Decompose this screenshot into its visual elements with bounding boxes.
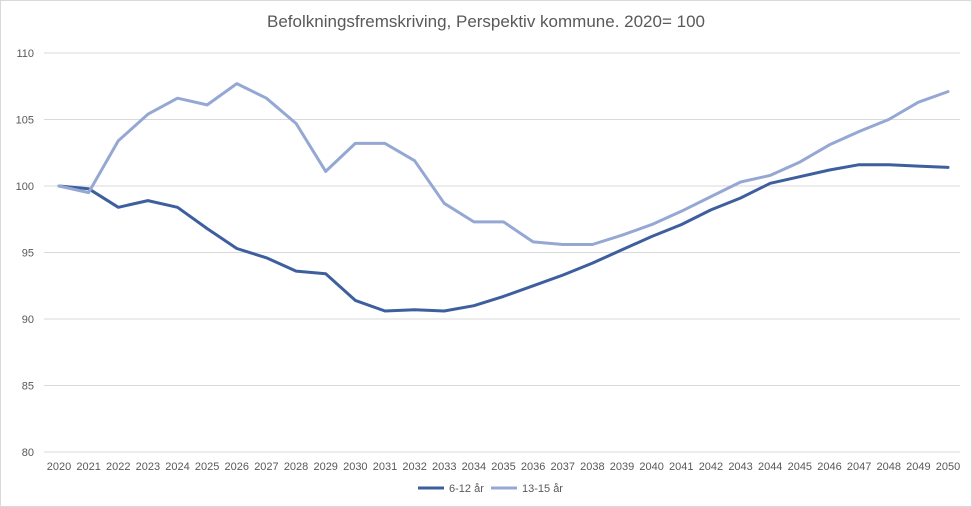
y-tick-label: 105 xyxy=(16,115,34,127)
x-tick-label: 2022 xyxy=(106,461,130,473)
x-tick-label: 2044 xyxy=(758,461,782,473)
series-line-1 xyxy=(57,163,950,313)
x-tick-label: 2024 xyxy=(165,461,189,473)
series-line-2 xyxy=(57,82,950,246)
y-tick-label: 85 xyxy=(22,381,34,393)
x-tick-label: 2036 xyxy=(521,461,545,473)
series-lines xyxy=(57,82,950,313)
y-tick-label: 110 xyxy=(16,48,34,60)
x-tick-label: 2026 xyxy=(225,461,249,473)
x-tick-label: 2042 xyxy=(699,461,723,473)
x-tick-label: 2029 xyxy=(313,461,337,473)
x-tick-label: 2035 xyxy=(491,461,515,473)
x-tick-label: 2031 xyxy=(373,461,397,473)
x-tick-label: 2049 xyxy=(906,461,930,473)
y-tick-label: 80 xyxy=(22,447,34,459)
grid-lines xyxy=(44,52,960,453)
legend: 6-12 år 13-15 år xyxy=(418,483,563,495)
x-tick-label: 2050 xyxy=(936,461,960,473)
x-tick-label: 2030 xyxy=(343,461,367,473)
y-tick-label: 90 xyxy=(22,314,34,326)
x-tick-label: 2027 xyxy=(254,461,278,473)
x-tick-label: 2043 xyxy=(728,461,752,473)
x-tick-label: 2041 xyxy=(669,461,693,473)
x-tick-label: 2023 xyxy=(136,461,160,473)
y-tick-label: 95 xyxy=(22,248,34,260)
x-tick-label: 2028 xyxy=(284,461,308,473)
x-tick-label: 2025 xyxy=(195,461,219,473)
y-tick-labels: 80 85 90 95 100 105 110 xyxy=(16,48,34,459)
x-tick-label: 2045 xyxy=(788,461,812,473)
x-tick-label: 2034 xyxy=(462,461,486,473)
x-tick-label: 2040 xyxy=(639,461,663,473)
legend-label-2: 13-15 år xyxy=(522,483,563,495)
x-tick-labels: 2020 2021 2022 2023 2024 2025 2026 2027 2028 2029… xyxy=(47,461,960,473)
x-tick-label: 2021 xyxy=(76,461,100,473)
x-tick-label: 2046 xyxy=(817,461,841,473)
x-tick-label: 2038 xyxy=(580,461,604,473)
x-tick-label: 2032 xyxy=(402,461,426,473)
legend-label-1: 6-12 år xyxy=(449,483,484,495)
x-tick-label: 2033 xyxy=(432,461,456,473)
chart-title: Befolkningsfremskriving, Perspektiv komm… xyxy=(267,12,705,31)
x-tick-label: 2048 xyxy=(876,461,900,473)
x-tick-label: 2020 xyxy=(47,461,71,473)
x-tick-label: 2037 xyxy=(551,461,575,473)
x-tick-label: 2039 xyxy=(610,461,634,473)
x-tick-label: 2047 xyxy=(847,461,871,473)
y-tick-label: 100 xyxy=(16,181,34,193)
